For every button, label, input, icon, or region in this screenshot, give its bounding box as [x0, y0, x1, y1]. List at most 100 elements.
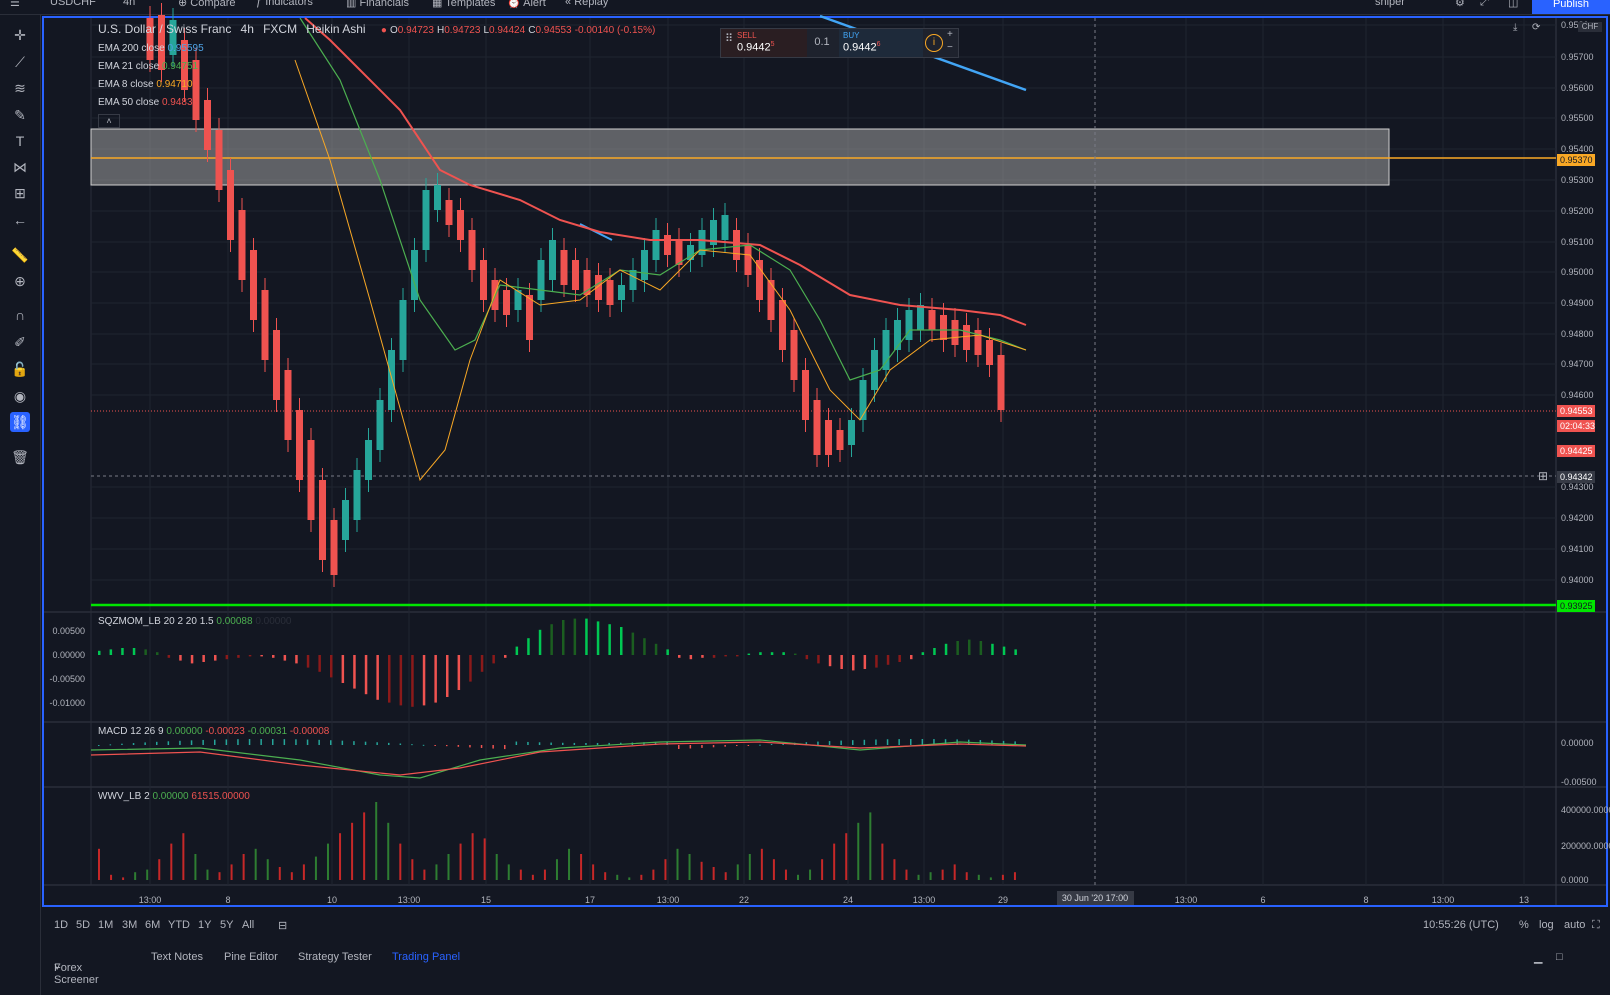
symbol-search-button[interactable]: USDCHF — [50, 0, 96, 8]
info-icon[interactable]: i — [925, 34, 943, 52]
maximize-panel-icon[interactable]: □ — [1556, 951, 1563, 963]
pattern-icon[interactable]: ⋈ — [13, 159, 27, 175]
back-arrow-icon[interactable]: ← — [13, 212, 27, 228]
menu-icon[interactable]: ☰ — [10, 0, 20, 9]
wwv-bar — [435, 864, 438, 880]
financials-button[interactable]: ▥ Financials — [346, 0, 409, 9]
link-icon[interactable]: ⛓ — [10, 412, 30, 432]
ema-200-row[interactable]: EMA 200 close 0.95595 — [98, 40, 655, 58]
range-6m[interactable]: 6M — [145, 919, 161, 931]
ohlc-l-label: L — [483, 25, 490, 36]
range-ytd[interactable]: YTD — [168, 919, 190, 931]
ruler-icon[interactable]: 📏 — [11, 247, 29, 263]
layout-name-button[interactable]: sniper — [1375, 0, 1405, 8]
fib-icon[interactable]: ≋ — [14, 80, 26, 96]
tab-trading-panel[interactable]: Trading Panel — [392, 951, 461, 963]
ema-50-line — [304, 17, 1027, 326]
magnet-icon[interactable]: ∩ — [14, 307, 26, 323]
range-5d[interactable]: 5D — [76, 919, 91, 931]
percent-toggle[interactable]: % — [1519, 919, 1529, 931]
refresh-icon[interactable]: ⟳ — [1532, 22, 1541, 33]
currency-label[interactable]: CHF — [1578, 22, 1602, 32]
lock-drawing-icon[interactable]: ✐ — [14, 334, 26, 350]
legend-collapse-button[interactable]: ˄ — [98, 114, 120, 128]
prediction-icon[interactable]: ⊞ — [14, 185, 26, 201]
macd-hist-bar — [689, 745, 692, 749]
goto-date-icon[interactable]: ⊟ — [278, 920, 288, 932]
macd-hist-bar — [991, 740, 993, 745]
sqz-legend[interactable]: SQZMOM_LB 20 2 20 1.5 0.00088 0.00000 — [98, 616, 292, 627]
ohlc-c-label: C — [528, 25, 536, 36]
drag-handle-icon[interactable]: ⠿ — [725, 33, 734, 45]
lock-icon[interactable]: 🔓 — [11, 361, 29, 377]
countdown-marker: 02:04:33 — [1560, 421, 1595, 431]
ema-8-row[interactable]: EMA 8 close 0.94710 — [98, 76, 655, 94]
wwv-bar — [411, 859, 414, 880]
crosshair-icon[interactable]: ✛ — [14, 27, 26, 43]
symbol-row[interactable]: U.S. Dollar / Swiss Franc 4h FXCM Heikin… — [98, 20, 655, 40]
add-alert-icon[interactable]: ⊞ — [1538, 469, 1549, 483]
price-tick-label: 0.95100 — [1561, 237, 1594, 247]
alert-button[interactable]: ⏰ Alert — [507, 0, 546, 9]
price-tick-label: 0.94800 — [1561, 329, 1594, 339]
tab-strategy-tester[interactable]: Strategy Tester — [298, 951, 372, 963]
range-1d[interactable]: 1D — [54, 919, 69, 931]
trend-line-icon[interactable]: ⟋ — [15, 54, 25, 70]
text-icon[interactable]: T — [15, 133, 25, 149]
trash-icon[interactable]: 🗑 — [11, 449, 29, 465]
range-5y[interactable]: 5Y — [220, 919, 234, 931]
quantity-field[interactable]: 0.1 — [814, 36, 830, 48]
fullscreen-icon[interactable]: ⤢ — [1480, 0, 1489, 8]
ema-50-row[interactable]: EMA 50 close 0.94836 — [98, 94, 655, 112]
ema-21-row[interactable]: EMA 21 close 0.94751 — [98, 58, 655, 76]
price-tick-label: 0.95600 — [1561, 83, 1594, 93]
zoom-icon[interactable]: ⊕ — [14, 273, 26, 289]
macd-legend[interactable]: MACD 12 26 9 0.00000 -0.00023 -0.00031 -… — [98, 726, 329, 737]
range-all[interactable]: All — [242, 919, 255, 931]
macd-hist-bar — [504, 745, 506, 750]
last-price-marker-box — [1557, 405, 1595, 417]
templates-button[interactable]: ▦ Templates — [432, 0, 495, 9]
publish-button[interactable]: Publish — [1532, 0, 1610, 14]
macd-title: MACD 12 26 9 — [98, 726, 164, 737]
sqz-bar — [480, 655, 484, 672]
buy-button[interactable]: BUY 0.94426 — [839, 29, 923, 57]
increase-button[interactable]: + — [947, 29, 953, 40]
financials-icon: ▥ — [346, 0, 360, 9]
interval-button[interactable]: 4h — [123, 0, 136, 8]
candle-body — [687, 245, 694, 260]
macd-hist-bar — [248, 739, 251, 745]
price-tick-label: 0.95200 — [1561, 206, 1594, 216]
sell-pip: 5 — [770, 41, 775, 48]
sqz-bar — [863, 655, 867, 669]
expand-icon[interactable]: ⛶ — [1592, 919, 1600, 931]
sqz-bar — [608, 624, 611, 655]
compare-button[interactable]: ⊕ Compare — [178, 0, 236, 9]
clock[interactable]: 10:55:26 (UTC) — [1423, 919, 1499, 931]
candle-body — [468, 230, 476, 270]
tab-pine-editor[interactable]: Pine Editor — [224, 951, 278, 963]
macd-hist-bar — [457, 745, 460, 747]
ema-value: 0.94836 — [161, 97, 199, 108]
macd-hist-bar — [411, 744, 413, 746]
replay-button[interactable]: « Replay — [565, 0, 608, 8]
range-3m[interactable]: 3M — [122, 919, 138, 931]
tab-text-notes[interactable]: Text Notes — [151, 951, 203, 963]
log-toggle[interactable]: log — [1539, 919, 1554, 931]
candle-body — [641, 250, 648, 280]
auto-toggle[interactable]: auto — [1564, 919, 1586, 931]
sell-button[interactable]: ⠿ SELL 0.94425 — [721, 29, 807, 57]
decrease-button[interactable]: − — [947, 42, 953, 53]
indicators-button[interactable]: ƒ Indicators — [256, 0, 313, 8]
candle-body — [882, 330, 890, 370]
range-1y[interactable]: 1Y — [198, 919, 212, 931]
scroll-down-icon[interactable]: ⤓ — [1513, 22, 1518, 33]
snapshot-icon[interactable]: ◫ — [1508, 0, 1519, 9]
settings-icon[interactable]: ⚙ — [1455, 0, 1465, 9]
brush-icon[interactable]: ✎ — [14, 107, 26, 123]
wwv-legend[interactable]: WWV_LB 2 0.00000 61515.00000 — [98, 791, 250, 802]
eye-icon[interactable]: ◉ — [13, 388, 27, 404]
minimize-panel-icon[interactable]: ▁ — [1534, 952, 1543, 964]
range-1m[interactable]: 1M — [98, 919, 114, 931]
